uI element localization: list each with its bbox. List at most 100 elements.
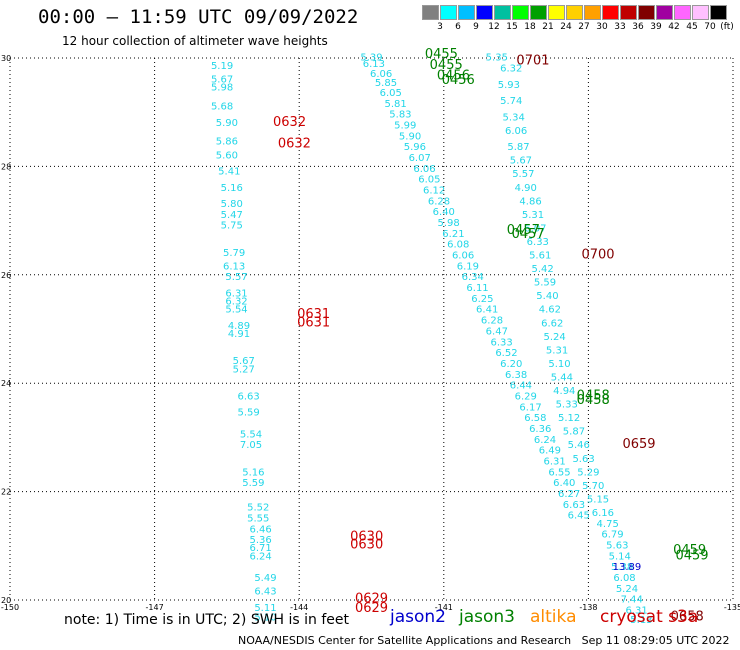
swh-value: 6.49	[539, 446, 561, 457]
swh-value: 5.16	[221, 183, 243, 194]
swh-value: 5.10	[548, 359, 570, 370]
swh-value: 5.35	[486, 53, 508, 64]
x-tick-label: -141	[435, 603, 453, 612]
swh-value: 6.24	[534, 435, 556, 446]
color-swatch	[674, 5, 691, 20]
swh-value: 6.31	[225, 288, 247, 299]
x-tick-label: -150	[1, 603, 19, 612]
color-swatch	[602, 5, 619, 20]
credit-footer: NOAA/NESDIS Center for Satellite Applica…	[238, 634, 730, 647]
color-swatch	[638, 5, 655, 20]
swh-value: 6.20	[500, 359, 522, 370]
plot-grid	[9, 57, 734, 601]
swh-value: 6.06	[370, 69, 392, 80]
swh-value: 5.98	[437, 218, 459, 229]
swh-value: 5.55	[247, 513, 269, 524]
color-scale-label: 18	[524, 22, 536, 32]
x-tick-label: -144	[290, 603, 308, 612]
swh-value: 5.80	[221, 199, 243, 210]
color-swatch	[440, 5, 457, 20]
color-swatch	[422, 5, 439, 20]
swh-value: 6.08	[447, 240, 469, 251]
swh-value: 5.83	[389, 110, 411, 121]
swh-value: 4.90	[515, 183, 537, 194]
swh-value: 5.27	[233, 364, 255, 375]
swh-value: 5.96	[404, 142, 426, 153]
swh-value: 6.46	[250, 524, 272, 535]
y-tick-label: 22	[1, 488, 11, 497]
swh-value: 6.79	[601, 530, 623, 541]
swh-value: 5.79	[223, 248, 245, 259]
swh-value: 5.68	[211, 101, 233, 112]
pass-time: 0631	[297, 307, 330, 322]
swh-value: 5.63	[572, 454, 594, 465]
swh-value: 5.63	[606, 541, 628, 552]
swh-value: 5.87	[563, 427, 585, 438]
swh-value: 6.19	[457, 261, 479, 272]
swh-value: 6.24	[250, 551, 272, 562]
swh-value: 6.25	[471, 294, 493, 305]
swh-value: 5.86	[216, 137, 238, 148]
color-swatch	[494, 5, 511, 20]
color-scale-label: 3	[437, 22, 443, 32]
swh-value: 5.42	[531, 264, 553, 275]
pass-time: 0701	[516, 54, 549, 69]
pass-time: 0456	[442, 73, 475, 88]
color-scale-label: 33	[614, 22, 626, 32]
swh-value: 5.59	[242, 478, 264, 489]
swh-value: 4.89	[228, 321, 250, 332]
swh-value: 4.75	[597, 519, 619, 530]
swh-value: 6.06	[505, 126, 527, 137]
color-scale-label: 39	[650, 22, 662, 32]
swh-value: 6.16	[592, 508, 614, 519]
color-swatch	[512, 5, 529, 20]
swh-value: 5.49	[254, 573, 276, 584]
swh-value: 5.41	[218, 167, 240, 178]
color-scale-label: 27	[578, 22, 590, 32]
color-swatch	[548, 5, 565, 20]
swh-value: 6.07	[409, 153, 431, 164]
swh-value: 5.16	[242, 467, 264, 478]
pass-time: 0459	[673, 543, 706, 558]
pass-time: 0458	[577, 393, 610, 408]
swh-value: 6.28	[428, 196, 450, 207]
swh-value: 5.67	[510, 156, 532, 167]
swh-value: 6.52	[495, 348, 517, 359]
swh-value: 5.52	[247, 503, 269, 514]
swh-value: 6.32	[225, 297, 247, 308]
swh-value: 5.54	[240, 429, 262, 440]
swh-value: 5.74	[500, 96, 522, 107]
legend-altika: altika	[530, 607, 577, 627]
pass-time: 0631	[297, 315, 330, 330]
swh-value: 6.17	[519, 402, 541, 413]
swh-value: 4.91	[228, 329, 250, 340]
swh-value: 5.61	[529, 251, 551, 262]
swh-value: 5.19	[211, 61, 233, 72]
swh-value: 6.33	[491, 337, 513, 348]
color-swatch	[584, 5, 601, 20]
swh-value: 5.46	[568, 440, 590, 451]
swh-value: 6.63	[563, 500, 585, 511]
pass-time: 0632	[273, 115, 306, 130]
swh-value: 6.08	[613, 573, 635, 584]
swh-value: 5.34	[503, 112, 525, 123]
pass-time: 0632	[278, 136, 311, 151]
swh-value: 5.38	[611, 562, 633, 573]
color-swatch	[566, 5, 583, 20]
swh-value: 5.44	[551, 372, 573, 383]
pass-time: 0455	[430, 58, 463, 73]
color-swatch	[476, 5, 493, 20]
swh-value: 6.06	[452, 251, 474, 262]
swh-value: 6.47	[486, 326, 508, 337]
swh-value: 6.07	[524, 223, 546, 234]
axis-tick-labels: -150 -147 -144 -141 -138 -135 20 22 24 26 28 30	[1, 54, 740, 612]
color-scale-label: 70	[704, 22, 716, 32]
color-scale-label: 21	[542, 22, 554, 32]
swh-value: 6.62	[541, 318, 563, 329]
pass-time: 0630	[350, 529, 383, 544]
swh-value: 5.13	[630, 615, 652, 626]
swh-value: 6.55	[548, 467, 570, 478]
swh-value: 5.67	[233, 356, 255, 367]
pass-time: 0659	[622, 437, 655, 452]
pass-time: 0456	[437, 69, 470, 84]
